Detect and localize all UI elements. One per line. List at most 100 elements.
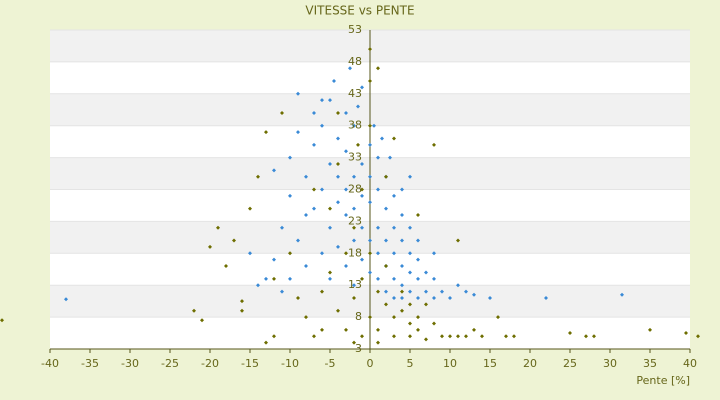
point [360, 193, 364, 198]
point [568, 331, 572, 336]
point [400, 213, 404, 218]
point [424, 337, 428, 342]
point [388, 155, 392, 160]
point [344, 187, 348, 192]
point [400, 238, 404, 243]
point [432, 142, 436, 147]
point [472, 327, 476, 332]
point [360, 225, 364, 230]
point [384, 289, 388, 294]
point [296, 295, 300, 300]
point [232, 238, 236, 243]
point [416, 295, 420, 300]
point [416, 213, 420, 218]
x-tick-label: 10 [443, 357, 457, 370]
point [496, 315, 500, 320]
point [456, 283, 460, 288]
point [424, 302, 428, 307]
point [336, 136, 340, 141]
point [352, 206, 356, 211]
point [352, 295, 356, 300]
point [280, 110, 284, 115]
point [280, 289, 284, 294]
point [344, 264, 348, 269]
point [416, 276, 420, 281]
point [304, 315, 308, 320]
point [480, 334, 484, 339]
point [368, 79, 372, 84]
x-tick-label: -35 [81, 357, 99, 370]
point [368, 315, 372, 320]
point [376, 251, 380, 256]
point [464, 334, 468, 339]
point [320, 327, 324, 332]
point [192, 308, 196, 313]
point [432, 295, 436, 300]
point [344, 251, 348, 256]
point [648, 327, 652, 332]
point [684, 331, 688, 336]
point [368, 142, 372, 147]
point [272, 276, 276, 281]
point [360, 257, 364, 262]
point [376, 155, 380, 160]
point [504, 334, 508, 339]
point [288, 276, 292, 281]
point [448, 334, 452, 339]
point [336, 200, 340, 205]
point [416, 327, 420, 332]
point [336, 110, 340, 115]
point [344, 149, 348, 154]
point [400, 295, 404, 300]
point [336, 174, 340, 179]
point [368, 174, 372, 179]
point [376, 289, 380, 294]
point [344, 213, 348, 218]
point [456, 238, 460, 243]
x-tick-label: 30 [603, 357, 617, 370]
point [440, 334, 444, 339]
point [392, 251, 396, 256]
point [248, 251, 252, 256]
point [352, 340, 356, 345]
point [240, 308, 244, 313]
point [272, 257, 276, 262]
y-tick-label: 38 [348, 119, 362, 132]
point [376, 340, 380, 345]
point [328, 225, 332, 230]
y-tick-label: 33 [348, 151, 362, 164]
point [376, 276, 380, 281]
point [456, 334, 460, 339]
point [376, 327, 380, 332]
point [416, 257, 420, 262]
point [328, 161, 332, 166]
x-tick-label: 40 [683, 357, 697, 370]
point [328, 206, 332, 211]
point [288, 251, 292, 256]
point [272, 334, 276, 339]
point [488, 295, 492, 300]
point [408, 225, 412, 230]
point [336, 308, 340, 313]
point [432, 276, 436, 281]
point [352, 225, 356, 230]
point [312, 142, 316, 147]
y-tick-label: 13 [348, 278, 362, 291]
x-tick-label: -5 [325, 357, 336, 370]
point [64, 297, 68, 302]
x-tick-label: 5 [407, 357, 414, 370]
point [416, 315, 420, 320]
point [288, 155, 292, 160]
point [432, 321, 436, 326]
point [392, 334, 396, 339]
point [696, 334, 700, 339]
point [368, 47, 372, 52]
x-tick-label: 25 [563, 357, 577, 370]
point [376, 187, 380, 192]
point [264, 130, 268, 135]
y-tick-label: 28 [348, 183, 362, 196]
point [368, 270, 372, 275]
y-tick-label: 53 [348, 23, 362, 36]
point [408, 270, 412, 275]
point [352, 283, 356, 288]
